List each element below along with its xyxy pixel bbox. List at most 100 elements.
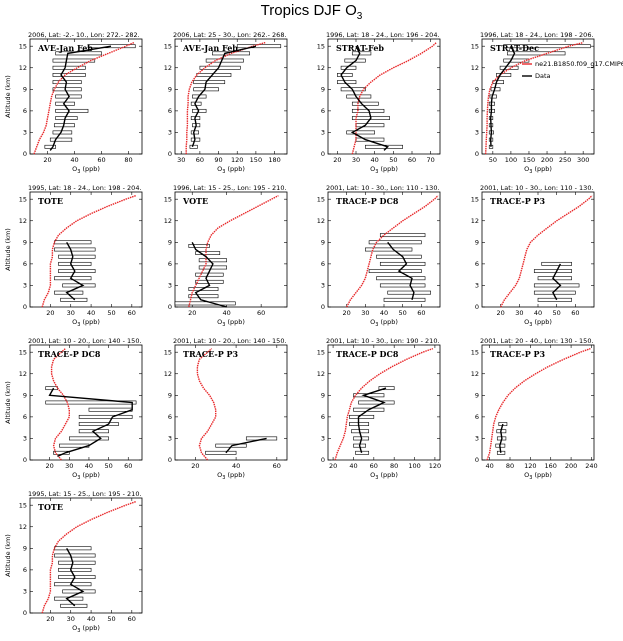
x-tick-label: 250 (559, 156, 571, 164)
obs-range-box (368, 240, 422, 245)
y-tick-label: 3 (475, 129, 479, 137)
model-profile-line (486, 347, 591, 461)
y-tick-label: 12 (317, 370, 325, 378)
panel-9: 2001, Lat: 10 - 20., Lon: 140 - 150. 0 3 6 9… (4, 337, 143, 481)
y-tick-label: 0 (321, 150, 325, 158)
x-tick-label: 80 (124, 156, 132, 164)
obs-range-box (78, 422, 119, 426)
x-tick-label: 50 (107, 309, 115, 317)
obs-range-box (54, 247, 96, 252)
y-tick-label: 3 (168, 282, 172, 290)
obs-range-box (496, 73, 512, 77)
obs-range-box (58, 575, 96, 579)
obs-range-box (52, 87, 82, 92)
model-profile-line (185, 41, 266, 154)
panel-header: 1996, Lat: 18 - 24., Lon: 198 - 206. (480, 31, 594, 39)
y-tick-label: 15 (19, 501, 27, 509)
y-tick-label: 3 (475, 282, 479, 290)
figure-title: Tropics DJF O3 (0, 2, 623, 22)
obs-range-box (54, 553, 96, 558)
y-tick-label: 9 (23, 239, 27, 247)
x-tick-label: 60 (124, 462, 132, 470)
x-tick-label: 200 (541, 156, 553, 164)
campaign-label: STRAT-Feb (336, 43, 384, 53)
y-tick-label: 15 (164, 195, 172, 203)
panel-header: 1995, Lat: 18 - 24., Lon: 198 - 204. (28, 184, 142, 192)
obs-range-box (383, 297, 426, 302)
obs-profile-line (225, 437, 267, 454)
obs-range-box (44, 144, 56, 149)
model-profile-line (196, 348, 217, 461)
y-tick-label: 9 (475, 86, 479, 94)
x-axis-label: O3 (ppb) (524, 165, 552, 175)
obs-range-box (368, 269, 422, 273)
y-axis-label: Altitude (km) (4, 228, 12, 271)
campaign-label: TRACE-P P3 (183, 349, 239, 359)
y-tick-label: 15 (471, 348, 479, 356)
campaign-label: TRACE-P P3 (490, 349, 546, 359)
y-tick-label: 3 (23, 129, 27, 137)
x-tick-label: 20 (343, 309, 351, 317)
obs-range-box (88, 407, 133, 412)
x-axis-label: O3 (ppb) (370, 471, 398, 481)
panel-11: 2001, Lat: 10 - 30., Lon: 190 - 210. 0 3 6 9… (317, 337, 441, 481)
x-tick-label: 160 (545, 462, 557, 470)
x-tick-label: 40 (534, 309, 542, 317)
y-tick-label: 3 (23, 435, 27, 443)
campaign-label: TRACE-P DC8 (336, 349, 399, 359)
obs-profile-line (552, 263, 562, 301)
panel-7: 2001, Lat: 10 - 30., Lon: 110 - 130. 0 3 6 9… (317, 184, 441, 328)
obs-profile-line (340, 45, 390, 151)
y-tick-label: 9 (475, 392, 479, 400)
obs-range-box (195, 272, 224, 277)
y-tick-label: 12 (164, 370, 172, 378)
x-tick-label: 40 (349, 462, 357, 470)
obs-range-box (49, 137, 73, 142)
panel-6: 1996, Lat: 15 - 25., Lon: 195 - 210. 0 3 6 9… (164, 184, 288, 328)
y-axis-label: Altitude (km) (4, 534, 12, 577)
obs-range-box (58, 567, 92, 572)
obs-profile-line (49, 45, 112, 151)
model-profile-line (500, 195, 593, 308)
y-tick-label: 15 (19, 348, 27, 356)
x-tick-label: 50 (389, 156, 397, 164)
obs-range-box (533, 283, 580, 288)
y-tick-label: 9 (168, 239, 172, 247)
obs-range-box (503, 44, 591, 49)
y-tick-label: 6 (168, 107, 172, 115)
x-axis-label: O3 (ppb) (72, 165, 100, 175)
panel-frame (29, 191, 143, 308)
y-tick-label: 15 (317, 195, 325, 203)
x-tick-label: 80 (390, 462, 398, 470)
panel-frame (174, 191, 288, 308)
obs-range-box (190, 130, 199, 135)
x-tick-label: 60 (273, 462, 281, 470)
x-tick-label: 20 (46, 309, 54, 317)
x-tick-label: 50 (107, 615, 115, 623)
y-tick-label: 12 (164, 217, 172, 225)
panel-frame (481, 191, 595, 308)
x-tick-label: 30 (67, 615, 75, 623)
panel-frame (327, 344, 441, 461)
obs-range-box (78, 414, 133, 419)
obs-profile-line (489, 45, 516, 147)
campaign-label: TOTE (38, 196, 63, 206)
panel-frame (481, 38, 595, 155)
model-profile-line (188, 194, 279, 308)
panel-header: 1996, Lat: 18 - 24., Lon: 196 - 204. (326, 31, 440, 39)
panel-header: 2006, Lat: 25 - 30., Lon: 262.- 268. (173, 31, 287, 39)
obs-range-box (379, 283, 426, 288)
x-tick-label: 30 (65, 462, 73, 470)
model-profile-line (41, 500, 137, 614)
y-tick-label: 15 (317, 348, 325, 356)
y-tick-label: 0 (321, 456, 325, 464)
y-tick-label: 6 (475, 413, 479, 421)
obs-profile-line (65, 547, 85, 607)
panel-header: 2001, Lat: 10 - 30., Lon: 110 - 130. (326, 184, 440, 192)
panel-header: 1995, Lat: 15 - 25., Lon: 195 - 210. (28, 490, 142, 498)
x-tick-label: 60 (97, 156, 105, 164)
figure-title-subscript: 3 (356, 11, 363, 22)
panel-frame (29, 38, 143, 155)
x-tick-label: 30 (177, 156, 185, 164)
obs-range-box (52, 80, 82, 85)
